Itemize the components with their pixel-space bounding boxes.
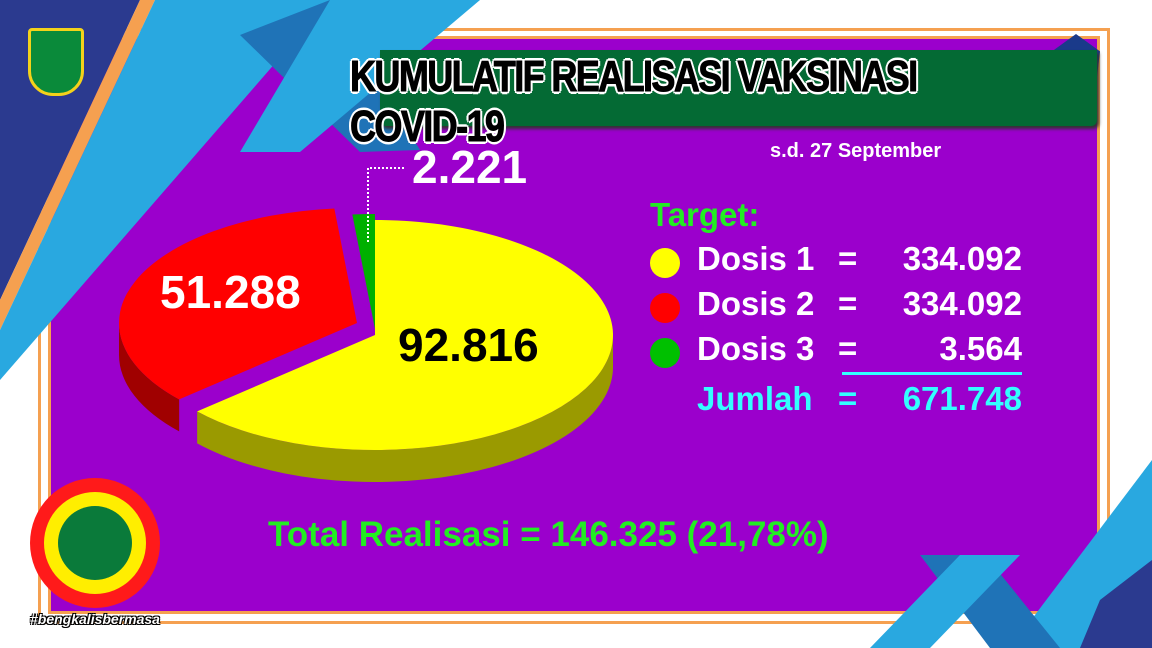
slice-top-3 <box>352 214 375 329</box>
sum-eq: = <box>838 380 858 417</box>
sum-label: Jumlah <box>697 380 813 417</box>
legend-label-3: Dosis 3 <box>697 330 815 367</box>
legend-label-2: Dosis 2 <box>697 285 815 322</box>
legend-dot-2 <box>650 293 680 323</box>
pie-slice-dosis-1 <box>197 220 613 483</box>
label-dosis-1: 92.816 <box>398 319 539 371</box>
legend-value-3: 3.564 <box>939 330 1022 367</box>
target-heading: Target: <box>650 196 760 233</box>
label-dosis-2: 51.288 <box>160 266 301 318</box>
slice-side-1 <box>197 335 613 483</box>
hashtag: #bengkalisbermasa <box>30 611 160 627</box>
leader-line <box>367 167 405 242</box>
slice-side-2 <box>119 323 180 432</box>
legend-eq-2: = <box>838 285 858 322</box>
pie-chart <box>118 208 613 483</box>
br-stripe-3 <box>870 555 1020 648</box>
legend-label-1: Dosis 1 <box>697 240 815 277</box>
legend-eq-3: = <box>838 330 858 367</box>
pie-slice-dosis-3 <box>352 214 375 329</box>
pie-slice-dosis-2 <box>118 208 357 432</box>
total-realisasi: Total Realisasi = 146.325 (21,78%) <box>268 515 829 554</box>
label-dosis-3: 2.221 <box>412 141 528 193</box>
sum-divider <box>842 372 1022 375</box>
riau-emblem-logo <box>28 28 84 96</box>
slice-top-2 <box>118 208 357 400</box>
page-title: KUMULATIF REALISASI VAKSINASI COVID-19 <box>350 52 919 152</box>
bengkalis-logo <box>30 478 160 608</box>
blue-stripe-1 <box>0 0 330 380</box>
title-bar <box>380 50 1097 126</box>
legend-value-2: 334.092 <box>902 285 1022 322</box>
legend-dot-3 <box>650 338 680 368</box>
legend-dot-1 <box>650 248 680 278</box>
legend-eq-1: = <box>838 240 858 277</box>
br-navy <box>1080 560 1152 648</box>
legend-value-1: 334.092 <box>902 240 1022 277</box>
slice-top-1 <box>197 220 613 450</box>
sum-value: 671.748 <box>902 380 1022 417</box>
date-label: s.d. 27 September <box>770 140 942 162</box>
blue-stripe-3 <box>240 0 480 152</box>
